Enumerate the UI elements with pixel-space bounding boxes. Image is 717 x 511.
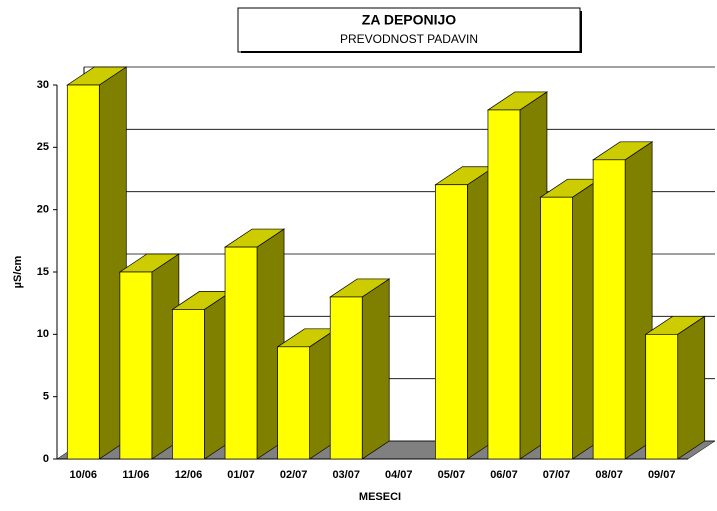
x-tick-label: 05/07 [438, 469, 466, 481]
y-axis-label: µS/cm [12, 255, 24, 288]
x-tick-label: 06/07 [490, 469, 518, 481]
x-axis-label: MESECI [359, 491, 401, 503]
bar [435, 184, 468, 460]
bar [487, 109, 521, 460]
y-tick-label: 15 [37, 266, 49, 278]
y-tick-label: 30 [37, 79, 49, 91]
y-tick-label: 20 [37, 204, 49, 216]
y-tick-label: 25 [37, 141, 49, 153]
bar [224, 246, 258, 460]
bar [592, 159, 626, 460]
x-tick-label: 10/06 [70, 469, 98, 481]
bar-side [361, 278, 390, 460]
x-tick-label: 02/07 [280, 469, 308, 481]
x-tick-label: 07/07 [543, 469, 571, 481]
bar [172, 309, 205, 460]
bar-side [677, 315, 706, 460]
bar [119, 271, 153, 460]
y-tick-label: 5 [43, 391, 49, 403]
y-tick-label: 10 [37, 328, 49, 340]
bar [277, 346, 310, 460]
x-tick-label: 11/06 [122, 469, 149, 481]
y-tick-label: 0 [43, 453, 49, 465]
x-tick-label: 01/07 [227, 469, 255, 481]
x-tick-label: 12/06 [175, 469, 203, 481]
x-tick-label: 09/07 [648, 469, 676, 481]
x-tick-label: 08/07 [595, 469, 623, 481]
title-box [237, 7, 581, 53]
x-tick-label: 03/07 [332, 469, 360, 481]
chart-subtitle: PREVODNOST PADAVIN [340, 32, 478, 46]
chart-title: ZA DEPONIJO [362, 12, 456, 28]
bar [329, 296, 363, 460]
bar [540, 196, 573, 460]
bar [66, 84, 100, 460]
bar [645, 333, 679, 460]
x-tick-label: 04/07 [385, 469, 413, 481]
